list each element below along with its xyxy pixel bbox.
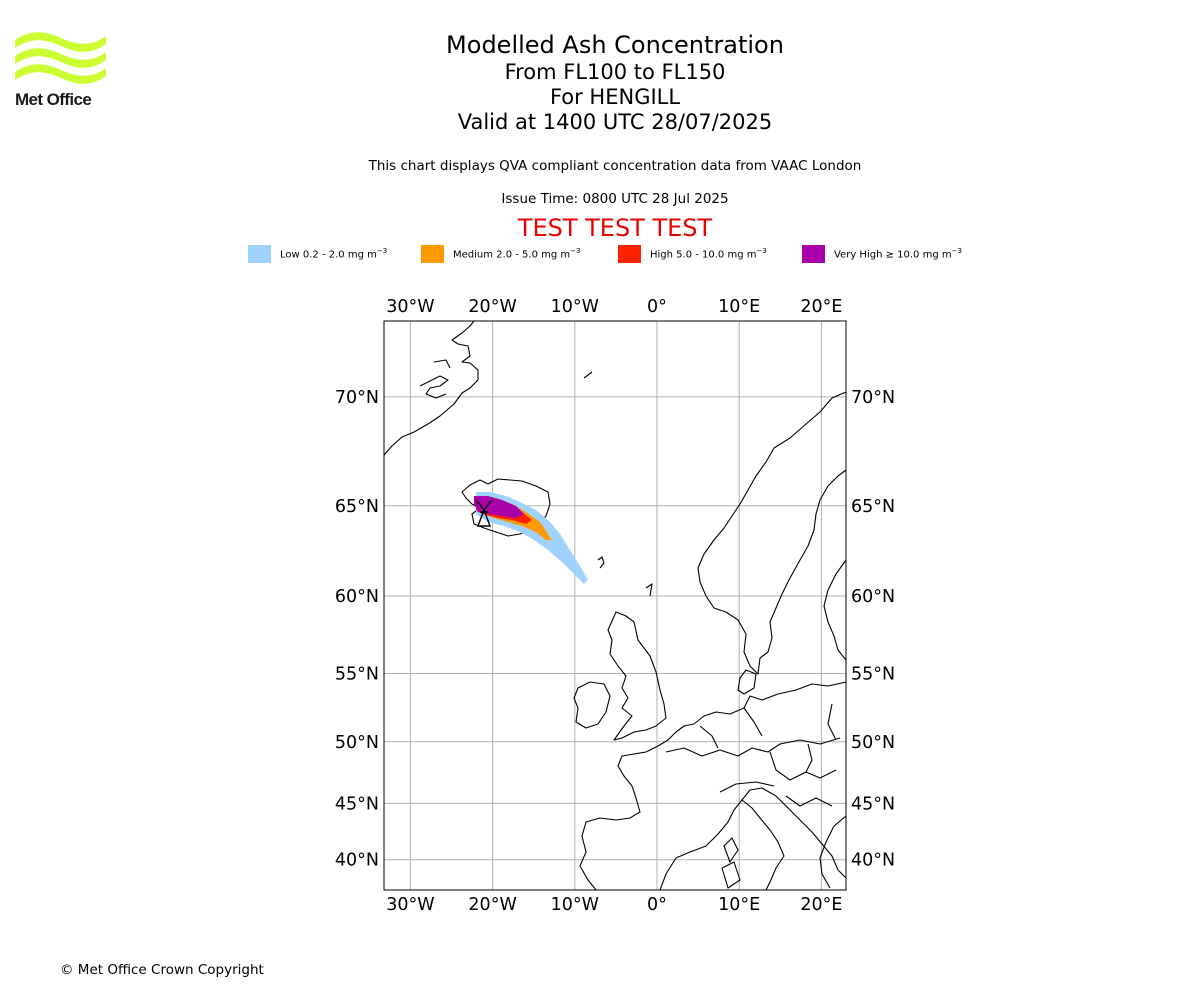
- lat-tick-label-left: 70°N: [335, 388, 379, 408]
- faroe-islands: [597, 556, 605, 569]
- volcano-marker: [475, 499, 493, 527]
- ireland-coast: [573, 681, 611, 729]
- greenland-coast: [384, 321, 479, 456]
- jan-mayen: [583, 371, 593, 379]
- legend-item-high: High 5.0 - 10.0 mg m−3: [618, 244, 767, 264]
- legend-item-very-high: Very High ≥ 10.0 mg m−3: [802, 244, 962, 264]
- lat-tick-label-left: 65°N: [335, 497, 379, 517]
- lat-tick-label-left: 60°N: [335, 587, 379, 607]
- lat-tick-label-right: 60°N: [851, 587, 895, 607]
- legend-item-low: Low 0.2 - 2.0 mg m−3: [248, 244, 387, 264]
- lat-tick-label-left: 40°N: [335, 851, 379, 871]
- test-banner: TEST TEST TEST: [517, 214, 713, 242]
- lon-tick-label-top: 20°W: [468, 297, 516, 317]
- lon-tick-label-top: 20°E: [800, 297, 842, 317]
- legend-swatch-medium: [421, 245, 444, 263]
- copyright: © Met Office Crown Copyright: [60, 962, 264, 978]
- greenland-fjords: [419, 359, 451, 399]
- lat-tick-label-right: 65°N: [851, 497, 895, 517]
- lon-tick-label-bottom: 30°W: [386, 895, 434, 915]
- denmark-coast: [737, 669, 757, 695]
- lat-tick-label-left: 45°N: [335, 794, 379, 814]
- map-gridlines: [384, 321, 846, 890]
- legend-unit-exponent: −3: [756, 247, 767, 256]
- borders: [665, 703, 841, 807]
- lon-tick-label-bottom: 20°E: [800, 895, 842, 915]
- lat-tick-label-left: 55°N: [335, 664, 379, 684]
- valid-time: Valid at 1400 UTC 28/07/2025: [457, 110, 773, 134]
- balkan-coast: [819, 815, 846, 889]
- qva-note: This chart displays QVA compliant concen…: [368, 158, 862, 174]
- coastlines: [384, 321, 846, 890]
- met-office-logo: Met Office: [14, 30, 108, 112]
- longitude-labels: 30°W 30°W 20°W 20°W 10°W 10°W 0° 0° 10°E 10°E 20°E…: [386, 297, 842, 915]
- met-office-logo-text: Met Office: [15, 90, 92, 109]
- met-office-waves-icon: [15, 32, 106, 84]
- chart-title: Modelled Ash Concentration: [446, 31, 784, 59]
- lat-tick-label-right: 45°N: [851, 794, 895, 814]
- mediterranean-coast: [659, 799, 785, 890]
- legend-swatch-low: [248, 245, 271, 263]
- great-britain-coast: [607, 611, 667, 741]
- europe-coast: [579, 681, 846, 890]
- lon-tick-label-bottom: 10°W: [551, 895, 599, 915]
- italy-coast: [741, 787, 846, 879]
- legend-label-medium: Medium 2.0 - 5.0 mg m: [453, 249, 571, 261]
- legend-swatch-high: [618, 245, 641, 263]
- map-frame: [383, 320, 847, 891]
- lat-tick-label-right: 40°N: [851, 851, 895, 871]
- lat-tick-label-right: 70°N: [851, 388, 895, 408]
- volcano-name: For HENGILL: [549, 85, 681, 109]
- lon-tick-label-bottom: 10°E: [718, 895, 760, 915]
- scandinavia-coast: [697, 391, 846, 675]
- lon-tick-label-top: 30°W: [386, 297, 434, 317]
- lat-tick-label-right: 55°N: [851, 664, 895, 684]
- legend-unit-exponent: −3: [951, 247, 962, 256]
- legend-label-high: High 5.0 - 10.0 mg m: [650, 249, 757, 261]
- chart-title-block: Modelled Ash Concentration From FL100 to…: [0, 30, 1200, 135]
- lat-tick-label-left: 50°N: [335, 733, 379, 753]
- lon-tick-label-bottom: 0°: [647, 895, 667, 915]
- lon-tick-label-top: 10°E: [718, 297, 760, 317]
- lon-tick-label-bottom: 20°W: [468, 895, 516, 915]
- lon-tick-label-top: 10°W: [551, 297, 599, 317]
- baltic-coast: [823, 559, 846, 661]
- lat-tick-label-right: 50°N: [851, 733, 895, 753]
- latitude-labels: 70°N 70°N 65°N 65°N 60°N 60°N 55°N 55°N 50°N 50°N…: [335, 388, 895, 871]
- flight-level-range: From FL100 to FL150: [504, 60, 726, 84]
- legend-item-medium: Medium 2.0 - 5.0 mg m−3: [421, 244, 580, 264]
- lon-tick-label-top: 0°: [647, 297, 667, 317]
- legend-unit-exponent: −3: [376, 247, 388, 256]
- legend-swatch-very-high: [802, 245, 825, 263]
- legend: Low 0.2 - 2.0 mg m−3 Medium 2.0 - 5.0 mg…: [0, 244, 1200, 264]
- legend-unit-exponent: −3: [570, 247, 581, 256]
- corsica: [723, 837, 739, 863]
- legend-label-very-high: Very High ≥ 10.0 mg m: [834, 249, 952, 261]
- shetland-islands: [645, 583, 653, 597]
- sardinia: [721, 861, 741, 889]
- issue-time: Issue Time: 0800 UTC 28 Jul 2025: [501, 191, 729, 207]
- legend-label-low: Low 0.2 - 2.0 mg m: [280, 249, 377, 261]
